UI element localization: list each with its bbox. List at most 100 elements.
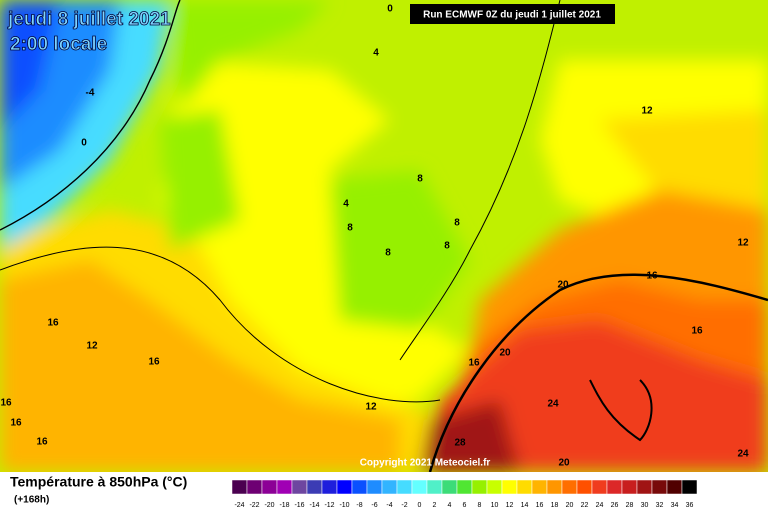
- scale-label: 14: [521, 502, 529, 509]
- contour-label: 12: [86, 341, 98, 352]
- scale-label: 32: [656, 502, 664, 509]
- color-swatch: [381, 479, 398, 495]
- contour-label: 16: [691, 326, 703, 337]
- contour-label: 0: [81, 138, 87, 149]
- contour-label: 16: [468, 358, 480, 369]
- contour-label: 28: [454, 438, 466, 449]
- contour-label: 12: [365, 402, 377, 413]
- contour-label: -4: [86, 88, 95, 99]
- color-scale: -24 -22 -20 -18 -16 -14 -12 -10 -8 -6 -4 -2 0 2 4 6 8 10 1…: [231, 479, 698, 509]
- color-swatch: [441, 479, 458, 495]
- temperature-field: 0 4 -4 0 12 8 4 8 8 8 8 12 16 20 16 12 16 16 16 20 12 24 16 16 1…: [0, 0, 768, 472]
- color-swatch: [561, 479, 578, 495]
- color-swatch: [426, 479, 443, 495]
- contour-label: 16: [10, 418, 22, 429]
- contour-label: 24: [547, 399, 559, 410]
- color-swatch: [636, 479, 653, 495]
- scale-label: 34: [671, 502, 679, 509]
- scale-label: -20: [264, 502, 274, 509]
- scale-label: 16: [536, 502, 544, 509]
- color-swatch: [531, 479, 548, 495]
- forecast-time: 2:00 locale: [10, 34, 107, 55]
- run-box: [410, 4, 615, 24]
- scale-label: -22: [249, 502, 259, 509]
- color-swatch: [411, 479, 428, 495]
- legend-title: Température à 850hPa (°C): [10, 474, 187, 490]
- color-swatch: [261, 479, 278, 495]
- scale-label: -16: [294, 502, 304, 509]
- color-swatch: [576, 479, 593, 495]
- contour-label: 12: [737, 238, 749, 249]
- scale-label: -18: [279, 502, 289, 509]
- color-swatch: [501, 479, 518, 495]
- scale-label: 22: [581, 502, 589, 509]
- color-swatch: [321, 479, 338, 495]
- color-swatch: [681, 479, 698, 495]
- contour-label: 4: [373, 48, 379, 59]
- scale-label: -24: [234, 502, 244, 509]
- scale-label: -6: [371, 502, 377, 509]
- contour-label: 16: [36, 437, 48, 448]
- forecast-date: jeudi 8 juillet 2021: [7, 9, 171, 30]
- isotherm: [0, 0, 181, 231]
- contour-label: 16: [148, 357, 160, 368]
- scale-label: 30: [641, 502, 649, 509]
- contour-label: 20: [558, 458, 570, 469]
- contour-label: 8: [347, 223, 353, 234]
- contour-label: 8: [444, 241, 450, 252]
- color-swatch: [516, 479, 533, 495]
- color-swatch: [336, 479, 353, 495]
- color-swatch: [621, 479, 638, 495]
- scale-label: -12: [324, 502, 334, 509]
- scale-label: 10: [491, 502, 499, 509]
- color-swatch: [471, 479, 488, 495]
- contour-label: 8: [454, 218, 460, 229]
- contour-label: 16: [0, 398, 12, 409]
- color-swatch: [351, 479, 368, 495]
- isotherm-20: [428, 273, 768, 472]
- color-swatch: [396, 479, 413, 495]
- scale-label: 24: [596, 502, 604, 509]
- scale-label: 18: [551, 502, 559, 509]
- scale-label: 8: [478, 502, 482, 509]
- color-swatch: [246, 479, 263, 495]
- scale-label: 20: [566, 502, 574, 509]
- contour-label: 8: [417, 174, 423, 185]
- contour-label: 8: [385, 248, 391, 259]
- color-swatch: [306, 479, 323, 495]
- contour-label: 20: [499, 348, 511, 359]
- run-info: Run ECMWF 0Z du jeudi 1 juillet 2021: [423, 10, 601, 21]
- color-swatch: [276, 479, 293, 495]
- contour-label: 0: [387, 4, 393, 15]
- color-swatch: [456, 479, 473, 495]
- scale-label: -2: [401, 502, 407, 509]
- isotherm: [0, 246, 441, 403]
- scale-label: 4: [448, 502, 452, 509]
- coastline: [399, 0, 561, 361]
- contour-label: 24: [737, 449, 749, 460]
- scale-label: 26: [611, 502, 619, 509]
- color-swatch: [366, 479, 383, 495]
- contour-label: 12: [641, 106, 653, 117]
- color-swatch: [606, 479, 623, 495]
- color-swatch: [591, 479, 608, 495]
- lead-time: (+168h): [14, 495, 49, 506]
- contour-label: 16: [646, 271, 658, 282]
- scale-label: -8: [356, 502, 362, 509]
- color-swatch: [666, 479, 683, 495]
- scale-label: -14: [309, 502, 319, 509]
- scale-label: 6: [463, 502, 467, 509]
- scale-label: -10: [339, 502, 349, 509]
- color-swatch: [546, 479, 563, 495]
- scale-label: 36: [686, 502, 694, 509]
- scale-label: 0: [418, 502, 422, 509]
- color-swatch: [231, 479, 248, 495]
- contour-label: 16: [47, 318, 59, 329]
- scale-label: 12: [506, 502, 514, 509]
- color-swatch: [651, 479, 668, 495]
- copyright: Copyright 2021 Meteociel.fr: [360, 458, 491, 469]
- isotherm-24: [589, 379, 653, 442]
- scale-label: 28: [626, 502, 634, 509]
